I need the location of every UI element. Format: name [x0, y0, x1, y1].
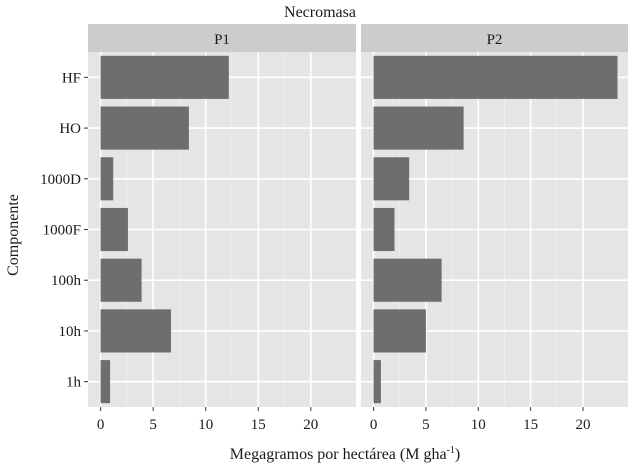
bar-p1-1000d: [100, 157, 114, 201]
facet-strip-label: P1: [214, 32, 230, 48]
facet-strip: [361, 24, 628, 52]
bar-p1-100h: [100, 258, 142, 302]
x-tick-label: 0: [97, 417, 105, 433]
bar-p1-1000f: [100, 207, 128, 252]
x-tick-label: 15: [251, 417, 266, 433]
x-tick-label: 10: [471, 417, 486, 433]
bar-p2-1000d: [373, 157, 410, 201]
x-tick-label: 5: [422, 417, 430, 433]
x-tick-label: 20: [575, 417, 590, 433]
x-tick-label: 0: [370, 417, 378, 433]
x-tick-label: 15: [523, 417, 538, 433]
y-tick-label-ho: HO: [59, 121, 81, 137]
bar-p1-hf: [100, 55, 229, 99]
y-tick-label-100h: 100h: [51, 273, 82, 289]
y-tick-label-1000f: 1000F: [43, 223, 81, 239]
bar-p2-1000f: [373, 207, 395, 252]
y-tick-label-1000d: 1000D: [40, 172, 81, 188]
x-tick-label: 20: [303, 417, 318, 433]
y-tick-label-hf: HF: [62, 70, 81, 86]
facet-panel-p2: P2 0 5 10 15 20: [361, 24, 628, 433]
chart-title: Necromasa: [284, 4, 356, 21]
x-tick-label: 5: [149, 417, 157, 433]
bar-p2-ho: [373, 106, 464, 150]
x-axis-title-main: Megagramos por hectárea (M gha: [230, 446, 447, 463]
x-axis-title-suffix: ): [455, 446, 460, 463]
facet-panel-p1: P1 0 5 10 15 20: [88, 24, 356, 433]
bar-p1-ho: [100, 106, 189, 150]
bar-p1-1h: [100, 360, 111, 404]
y-tick-label-10h: 10h: [59, 324, 82, 340]
x-tick-label: 10: [198, 417, 213, 433]
facet-strip: [88, 24, 356, 52]
bar-p2-10h: [373, 309, 426, 353]
x-axis-title: Megagramos por hectárea (M gha-1): [230, 445, 460, 463]
facet-strip-label: P2: [487, 32, 503, 48]
x-axis-title-superscript: -1: [447, 445, 455, 456]
bar-p2-1h: [373, 360, 381, 404]
y-axis-title: Componente: [5, 194, 22, 276]
bar-p2-100h: [373, 258, 442, 302]
y-tick-label-1h: 1h: [66, 375, 82, 391]
bar-p1-10h: [100, 309, 172, 353]
bar-p2-hf: [373, 55, 618, 99]
